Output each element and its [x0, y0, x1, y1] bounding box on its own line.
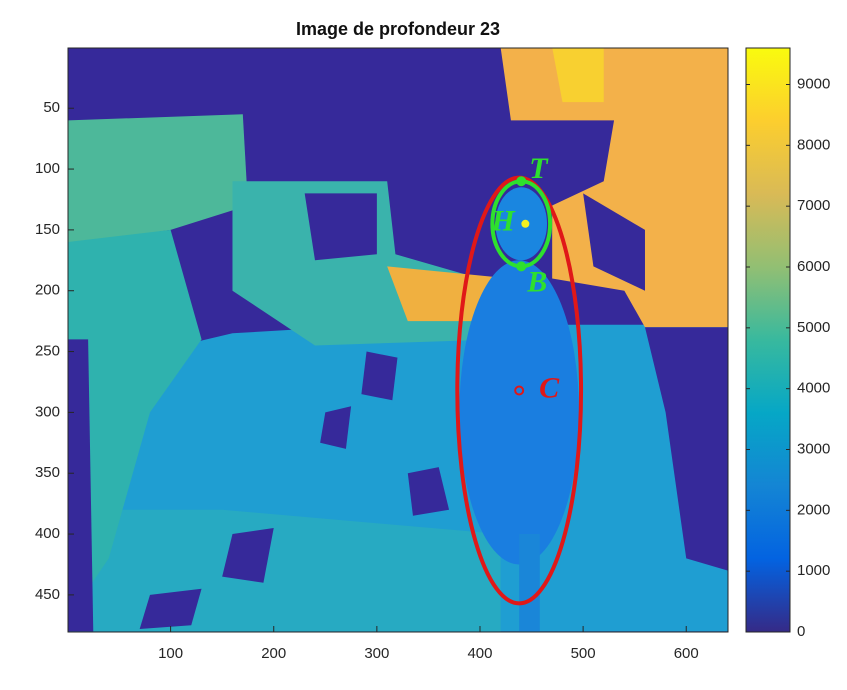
point	[516, 176, 527, 187]
y-tick-label: 250	[35, 343, 60, 360]
y-tick-label: 400	[35, 525, 60, 542]
colorbar-tick-label: 4000	[797, 380, 830, 397]
chart-title: Image de profondeur 23	[296, 19, 500, 39]
point-label: C	[539, 371, 560, 404]
point	[516, 261, 527, 272]
x-tick-label: 100	[158, 645, 183, 662]
x-tick-label: 500	[571, 645, 596, 662]
colorbar-tick-label: 3000	[797, 440, 830, 457]
point-label: H	[490, 205, 516, 238]
colorbar	[745, 47, 791, 633]
y-tick-label: 150	[35, 221, 60, 238]
colorbar-tick-label: 7000	[797, 197, 830, 214]
depth-image	[68, 48, 728, 632]
x-tick-label: 300	[364, 645, 389, 662]
y-tick-label: 50	[43, 99, 60, 116]
y-tick-label: 450	[35, 586, 60, 603]
colorbar-tick-label: 5000	[797, 319, 830, 336]
x-tick-label: 600	[674, 645, 699, 662]
point-label: T	[529, 152, 549, 185]
y-tick-label: 100	[35, 160, 60, 177]
colorbar-tick-label: 1000	[797, 562, 830, 579]
x-tick-label: 200	[261, 645, 286, 662]
colorbar-tick-label: 8000	[797, 136, 830, 153]
colorbar-tick-label: 0	[797, 623, 805, 640]
point	[514, 385, 525, 396]
point-label: B	[526, 265, 547, 298]
colorbar-tick-label: 9000	[797, 75, 830, 92]
colorbar-tick-label: 6000	[797, 258, 830, 275]
y-tick-label: 350	[35, 464, 60, 481]
y-tick-label: 300	[35, 403, 60, 420]
point	[521, 219, 530, 228]
x-tick-label: 400	[467, 645, 492, 662]
y-tick-label: 200	[35, 282, 60, 299]
colorbar-tick-label: 2000	[797, 501, 830, 518]
axes-box	[67, 47, 729, 633]
